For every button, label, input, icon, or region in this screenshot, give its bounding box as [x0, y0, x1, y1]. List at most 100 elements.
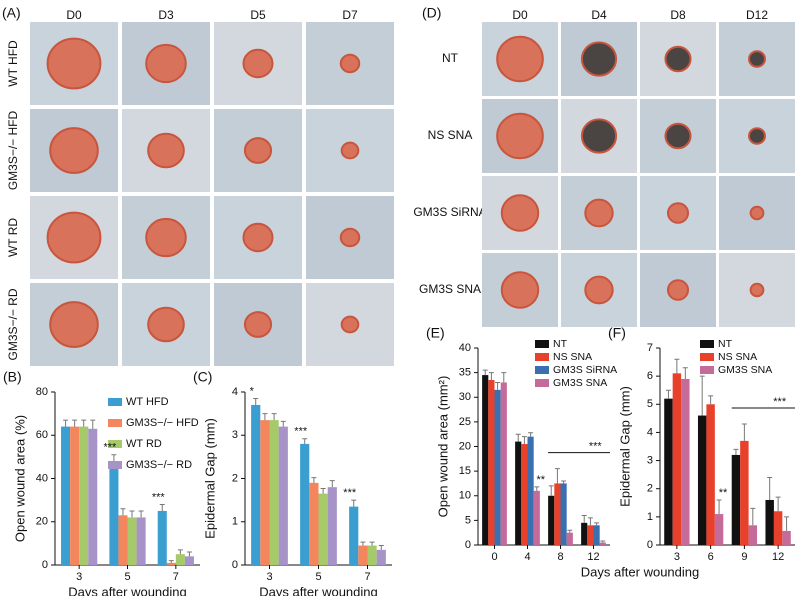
legend-swatch [108, 440, 122, 448]
row-label: GM3S SiRNA [413, 205, 486, 219]
y-tick-label: 35 [459, 367, 471, 379]
error-bar [699, 375, 705, 416]
wound [500, 271, 540, 309]
wound [749, 205, 765, 221]
row-label: GM3S−/− RD [6, 288, 20, 360]
error-bar [521, 436, 527, 445]
y-tick-label: 3 [647, 454, 653, 466]
y-tick-label: 4 [647, 426, 653, 438]
error-bar [63, 419, 69, 427]
y-tick-label: 1 [232, 516, 238, 528]
x-tick-label: 8 [557, 551, 563, 563]
wound [243, 311, 273, 338]
bar [88, 428, 98, 565]
legend-swatch [535, 353, 549, 361]
bar [70, 426, 80, 565]
error-bar [360, 541, 366, 546]
error-bar [320, 487, 326, 494]
error-bar [280, 420, 286, 427]
legend-swatch [535, 366, 549, 374]
bar [260, 420, 270, 565]
x-tick-label: 6 [708, 551, 714, 563]
y-tick-label: 0 [42, 559, 48, 571]
bar [367, 545, 377, 565]
y-tick-label: 7 [647, 342, 653, 354]
error-bar [129, 510, 135, 518]
y-tick-label: 6 [647, 370, 653, 382]
bar [109, 463, 119, 565]
y-tick-label: 0 [465, 539, 471, 551]
bar [740, 440, 749, 545]
wound [46, 37, 102, 90]
panel-label: (D) [422, 5, 441, 21]
wound [664, 122, 692, 150]
bar [376, 549, 386, 565]
bar [664, 398, 673, 545]
error-bar [253, 397, 259, 405]
x-tick-label: 3 [76, 571, 82, 583]
error-bar [594, 522, 600, 526]
x-tick-label: 12 [772, 551, 784, 563]
wound [339, 53, 361, 74]
bar [672, 373, 682, 545]
bar [521, 444, 528, 545]
legend-label: GM3S−/− RD [126, 459, 192, 471]
error-bar [488, 372, 494, 381]
bar [587, 525, 594, 545]
y-tick-label: 40 [459, 342, 471, 354]
error-bar [351, 499, 357, 507]
bar [79, 426, 89, 565]
legend-swatch [700, 340, 714, 348]
x-tick-label: 0 [491, 551, 497, 563]
bar [706, 404, 715, 545]
row-label: GM3S−/− HFD [6, 110, 20, 190]
bar [184, 556, 194, 565]
bar [681, 378, 690, 545]
error-bar [329, 480, 335, 488]
bar [349, 506, 359, 565]
panel-label: (B) [3, 369, 22, 385]
error-bar [587, 517, 593, 526]
bar [765, 499, 774, 545]
annotation: *** [589, 441, 603, 453]
error-bar [378, 545, 384, 550]
bar [482, 375, 489, 545]
x-tick-label: 3 [266, 571, 272, 583]
legend-label: NS SNA [718, 351, 757, 363]
annotation: *** [343, 487, 357, 499]
bar [599, 542, 606, 545]
wound [748, 50, 766, 68]
bar [731, 454, 741, 545]
column-label: D3 [158, 8, 174, 22]
wound [580, 41, 618, 77]
wound [242, 48, 274, 79]
panel-label: (C) [193, 369, 212, 385]
bar [251, 404, 261, 565]
bar [61, 426, 71, 565]
error-bar [501, 372, 507, 383]
wound [666, 279, 690, 301]
legend-label: NS SNA [553, 351, 592, 363]
y-axis-title: Open wound area (%) [12, 415, 27, 542]
y-tick-label: 2 [232, 472, 238, 484]
error-bar [581, 514, 587, 523]
y-tick-label: 80 [36, 386, 48, 398]
y-tick-label: 20 [459, 440, 471, 452]
error-bar [72, 419, 78, 427]
annotation: *** [152, 491, 166, 503]
y-tick-label: 4 [232, 386, 238, 398]
wound [339, 227, 361, 248]
x-tick-label: 9 [741, 551, 747, 563]
x-tick-label: 12 [587, 551, 599, 563]
column-label: D7 [342, 8, 358, 22]
y-tick-label: 5 [465, 514, 471, 526]
legend-swatch [535, 379, 549, 387]
y-axis-title: Epidermal Gap (mm) [202, 418, 217, 539]
error-bar [665, 389, 671, 399]
bar [500, 382, 507, 545]
bar [566, 532, 573, 545]
error-bar [311, 477, 317, 483]
error-bar [369, 541, 375, 546]
legend-label: GM3S SNA [718, 364, 772, 376]
bar [748, 525, 758, 545]
